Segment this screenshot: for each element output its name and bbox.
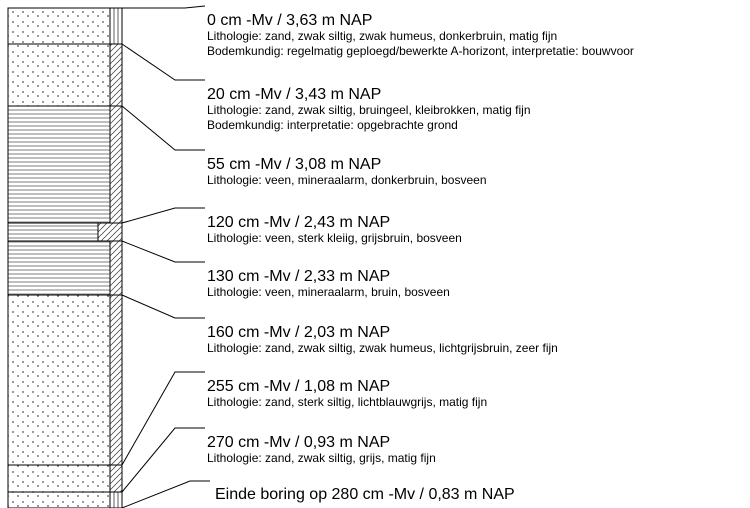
- layer-desc: Bodemkundig: interpretatie: opgebrachte …: [207, 118, 458, 132]
- layer-title: 160 cm -Mv / 2,03 m NAP: [207, 324, 390, 341]
- soil-column: [7, 7, 123, 508]
- layer-main: [7, 491, 111, 508]
- layer-title: 120 cm -Mv / 2,43 m NAP: [207, 214, 390, 231]
- layer-desc: Lithologie: zand, sterk siltig, lichtbla…: [207, 395, 487, 409]
- layer-side: [109, 491, 123, 508]
- layer-title: 130 cm -Mv / 2,33 m NAP: [207, 268, 390, 285]
- layer-main: [7, 105, 111, 224]
- layer-side: [97, 222, 123, 242]
- layer-side: [109, 43, 123, 107]
- layer-title: 255 cm -Mv / 1,08 m NAP: [207, 378, 390, 395]
- layer-desc: Lithologie: veen, sterk kleiig, grijsbru…: [207, 231, 462, 245]
- leader-line: [121, 105, 205, 151]
- layer-desc: Lithologie: veen, mineraalarm, donkerbru…: [207, 173, 487, 187]
- layer-desc: Lithologie: zand, zwak siltig, grijs, ma…: [207, 451, 436, 465]
- layer-desc: Lithologie: veen, mineraalarm, bruin, bo…: [207, 285, 450, 299]
- leader-line: [121, 43, 205, 81]
- leader-line: [121, 480, 210, 508]
- layer-title: 270 cm -Mv / 0,93 m NAP: [207, 434, 390, 451]
- layer-main: [7, 222, 99, 242]
- layer-main: [7, 43, 111, 107]
- layer-main: [7, 240, 111, 296]
- layer-desc: Bodemkundig: regelmatig geploegd/bewerkt…: [207, 44, 634, 58]
- leader-line: [121, 207, 205, 224]
- layer-side: [109, 294, 123, 466]
- layer-side: [109, 7, 123, 45]
- leader-line: [121, 240, 205, 263]
- layer-desc: Lithologie: zand, zwak siltig, zwak hume…: [207, 29, 557, 43]
- layer-main: [7, 7, 111, 45]
- leader-line: [121, 427, 205, 493]
- layer-desc: Lithologie: zand, zwak siltig, zwak hume…: [207, 341, 558, 355]
- layer-main: [7, 294, 111, 466]
- leader-line: [122, 5, 206, 9]
- layer-side: [109, 240, 123, 296]
- end-label: Einde boring op 280 cm -Mv / 0,83 m NAP: [215, 486, 515, 503]
- layer-desc: Lithologie: zand, zwak siltig, bruingeel…: [207, 103, 531, 117]
- layer-side: [109, 105, 123, 224]
- layer-main: [7, 464, 111, 493]
- layer-title: 55 cm -Mv / 3,08 m NAP: [207, 156, 381, 173]
- leader-line: [121, 294, 205, 319]
- layer-title: 20 cm -Mv / 3,43 m NAP: [207, 86, 381, 103]
- layer-title: 0 cm -Mv / 3,63 m NAP: [207, 12, 372, 29]
- layer-side: [109, 464, 123, 493]
- leader-line: [121, 371, 205, 466]
